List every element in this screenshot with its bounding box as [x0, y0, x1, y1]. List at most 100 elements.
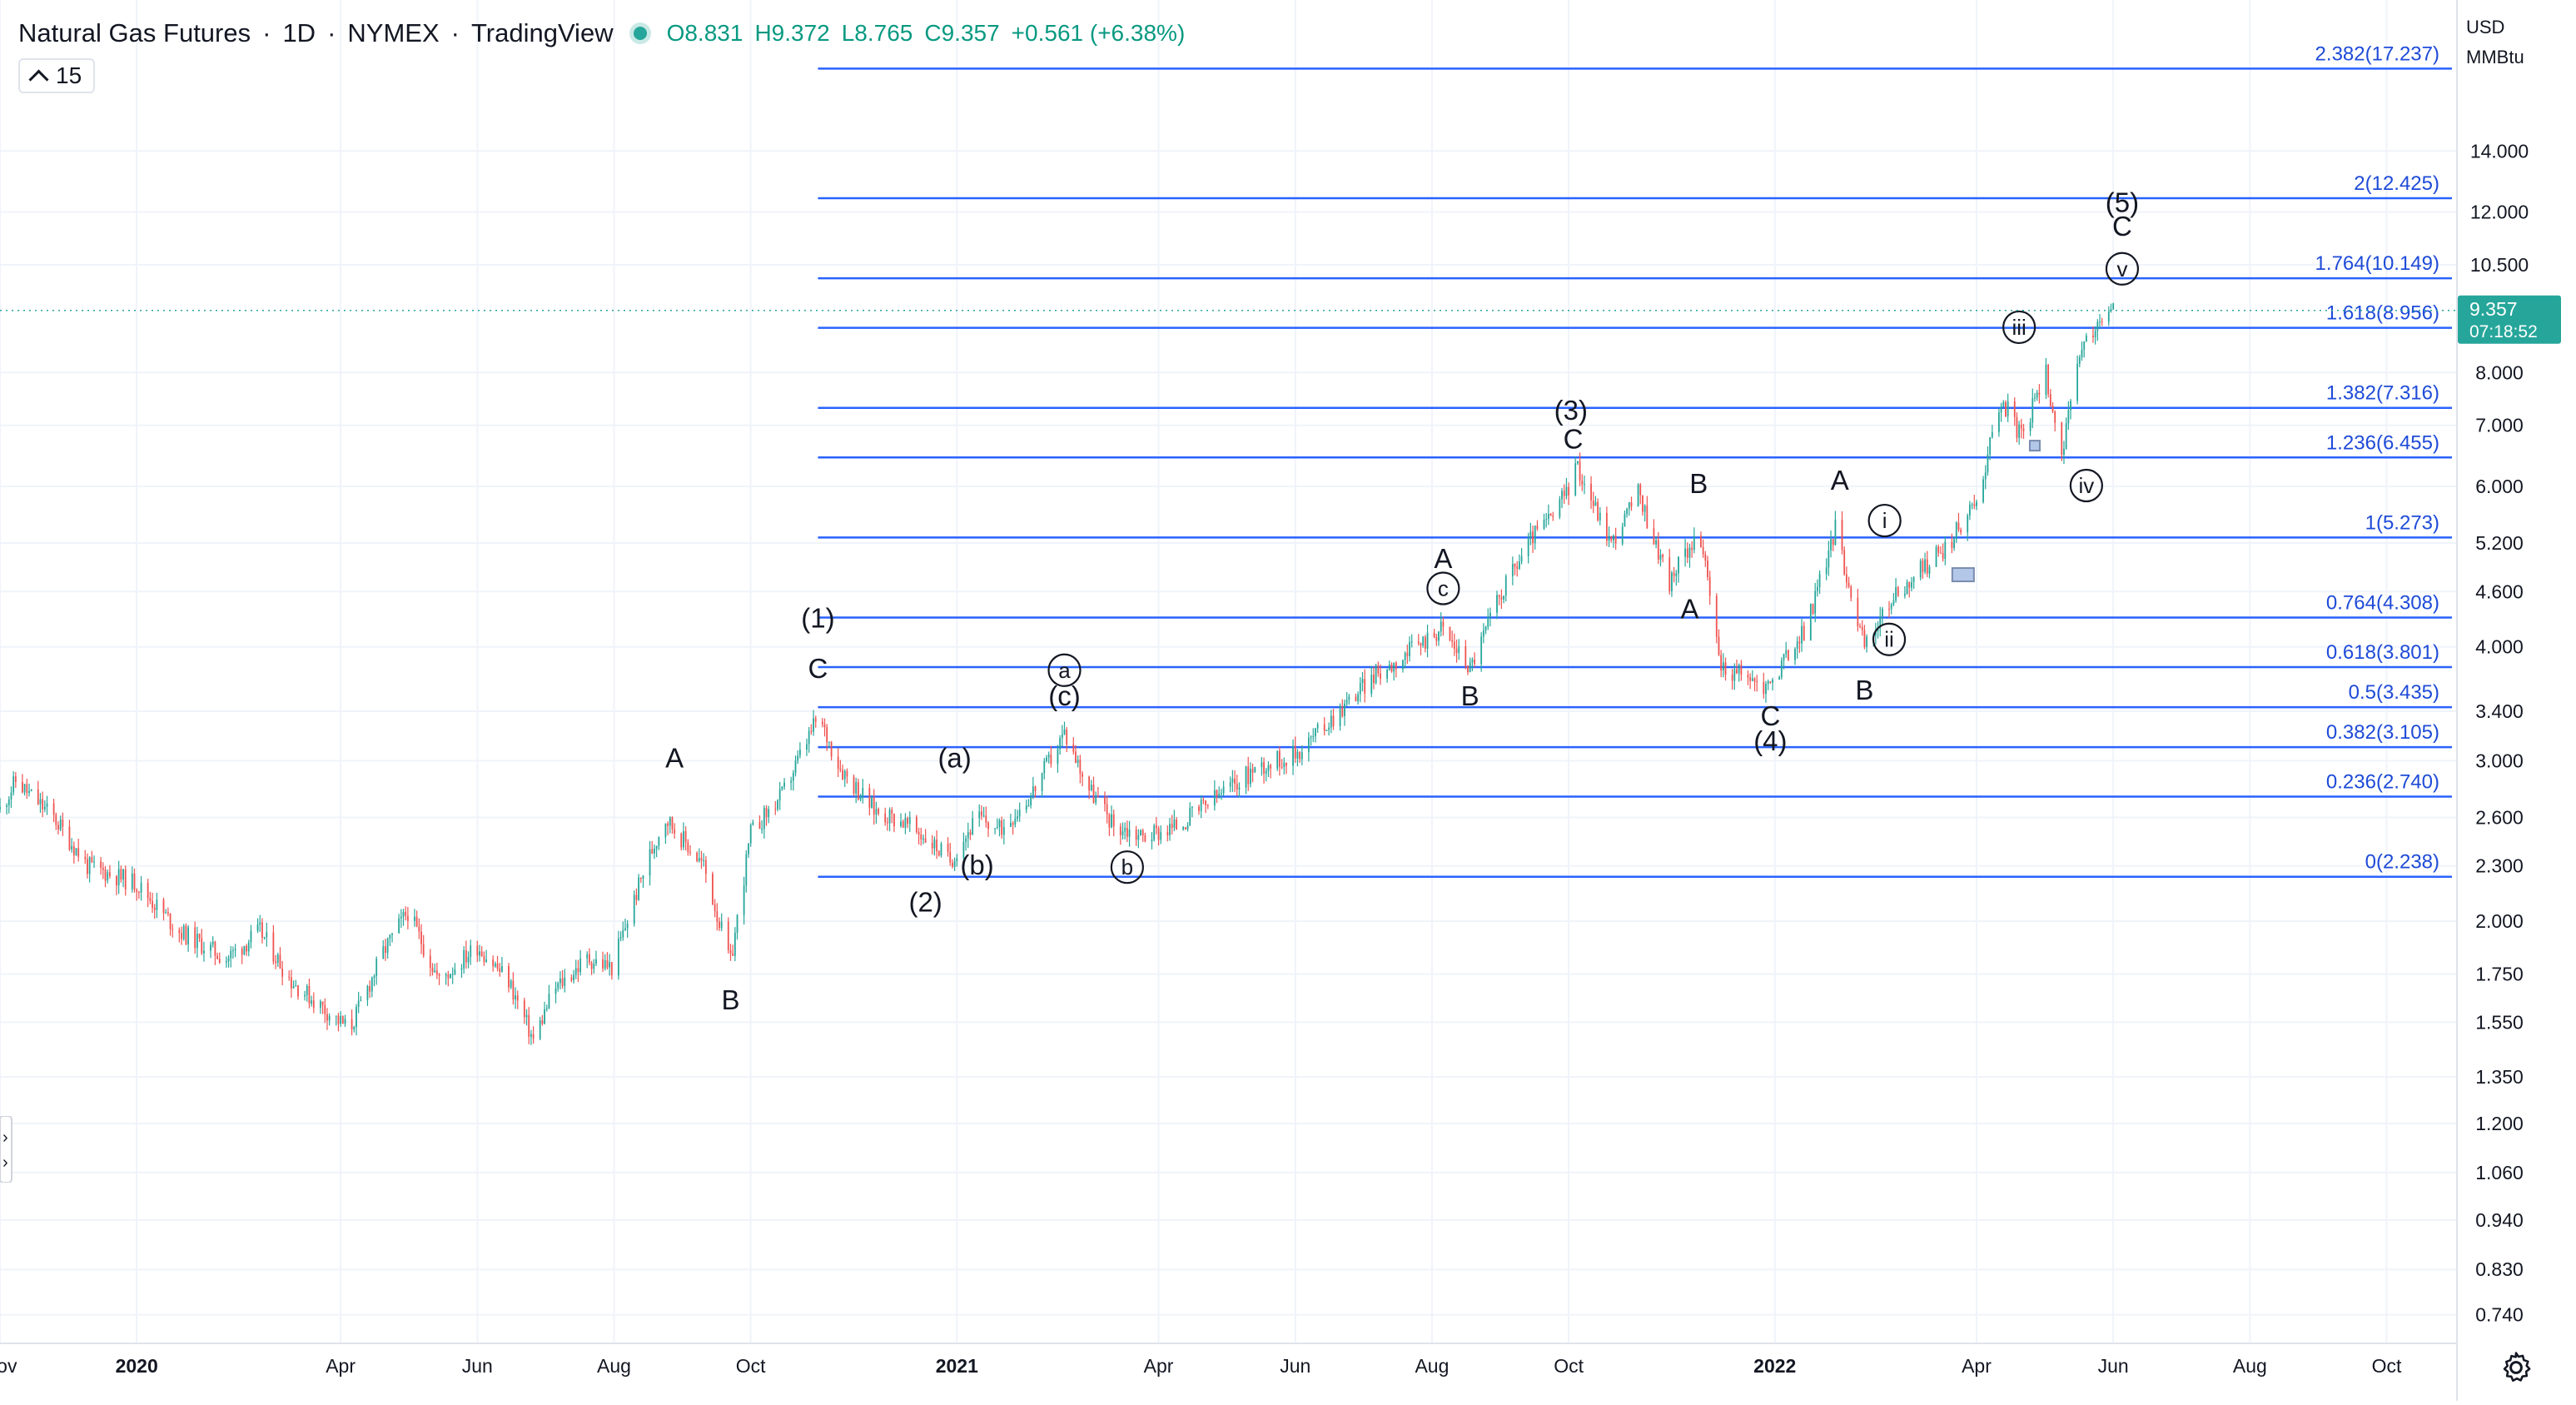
candle-body	[1032, 786, 1034, 796]
candle-body	[52, 803, 55, 815]
candle-body	[1218, 793, 1221, 797]
candle-body	[981, 811, 982, 816]
candle-body	[1919, 561, 1922, 578]
wave-circle	[2002, 310, 2036, 345]
candle-body	[1960, 529, 1962, 533]
candle-body	[1503, 595, 1504, 600]
candle-body	[357, 1000, 360, 1008]
candle-body	[1112, 814, 1115, 827]
fibonacci-extension: 2.382(17.237) 2(12.425) 1.764(10.149) 1.618…	[818, 42, 2452, 878]
candle-body	[698, 858, 700, 862]
candle-body	[635, 894, 638, 900]
candle-body	[1111, 814, 1112, 828]
candle-body	[360, 999, 362, 1001]
candle-body	[216, 955, 218, 959]
candle-body	[837, 756, 839, 770]
candle-body	[1010, 823, 1012, 827]
market-status-icon[interactable]	[633, 27, 647, 40]
candle-body	[1332, 715, 1335, 727]
candle-body	[554, 988, 557, 994]
candle-body	[1077, 760, 1079, 763]
interval-label: 1D	[282, 18, 316, 47]
candle-body	[211, 941, 214, 945]
candle-body	[638, 877, 640, 900]
candle-body	[1373, 675, 1375, 684]
candle-body	[1001, 820, 1003, 835]
candle-body	[1205, 800, 1206, 805]
candle-body	[704, 859, 707, 874]
candle-body	[588, 954, 590, 964]
candle-body	[907, 818, 909, 825]
candle-body	[2096, 321, 2099, 331]
time-tick-label: 2022	[1753, 1355, 1796, 1377]
candle-body	[1176, 819, 1177, 830]
wave-circle	[1872, 622, 1907, 656]
candle-body	[1897, 586, 1899, 596]
candle-body	[39, 799, 42, 805]
unit-label[interactable]: MMBtu	[2466, 47, 2524, 67]
indicator-collapse-button[interactable]: 15	[18, 58, 96, 93]
candle-body	[272, 932, 275, 962]
candle-body	[389, 934, 391, 939]
wave-label: (b)	[960, 849, 993, 880]
candle-body	[2078, 356, 2081, 364]
fib-level-label: 0.382(3.105)	[2326, 721, 2439, 744]
candle-body	[1061, 734, 1063, 739]
candle-body	[1388, 664, 1390, 670]
time-tick-label: Apr	[1962, 1355, 1992, 1377]
candle-body	[2029, 422, 2031, 431]
wave-label: c	[1438, 575, 1449, 600]
candle-body	[122, 869, 124, 880]
candle-body	[1720, 655, 1723, 671]
candle-body	[1119, 826, 1121, 835]
candle-body	[810, 730, 813, 732]
wave-circle	[1867, 503, 1902, 538]
candle-body	[853, 776, 855, 794]
price-tick-label: 1.750	[2475, 964, 2524, 985]
candle-body	[814, 718, 817, 722]
candle-body	[340, 1016, 342, 1024]
candle-body	[429, 955, 431, 968]
candle-body	[1469, 662, 1471, 673]
symbol-title[interactable]: Natural Gas Futures	[18, 18, 251, 47]
candle-body	[539, 1020, 541, 1039]
candle-body	[1222, 786, 1225, 794]
candle-body	[1668, 557, 1671, 591]
candle-body	[884, 813, 887, 823]
candle-body	[902, 821, 904, 828]
price-tick-label: 1.200	[2475, 1113, 2524, 1134]
price-tick-label: 2.600	[2475, 806, 2524, 828]
candle-body	[1812, 604, 1814, 614]
price-tick-label: 6.000	[2475, 476, 2524, 497]
candle-body	[1184, 827, 1186, 830]
candle-body	[344, 1019, 346, 1024]
candle-body	[839, 769, 842, 770]
candle-body	[1206, 805, 1209, 806]
time-scale-divider	[0, 1343, 2456, 1344]
currency-label[interactable]: USD	[2466, 17, 2505, 37]
candle-body	[304, 994, 306, 997]
candle-body	[1106, 804, 1108, 815]
candle-body	[799, 750, 801, 756]
fib-level-label: 1.764(10.149)	[2315, 252, 2439, 275]
candle-body	[2063, 448, 2065, 455]
candle-body	[564, 977, 566, 986]
candle-body	[2070, 401, 2071, 411]
chevron-up-icon	[28, 68, 49, 90]
fib-level-label: 1.382(7.316)	[2326, 382, 2439, 405]
left-drag-handle[interactable]: › ›	[0, 1116, 15, 1183]
candle-body	[610, 962, 613, 976]
candle-body	[1722, 662, 1724, 671]
candle-body	[418, 926, 420, 932]
candle-body	[1254, 767, 1256, 773]
candle-body	[10, 792, 12, 800]
time-tick-label: 2020	[116, 1355, 158, 1377]
gear-icon[interactable]	[2498, 1349, 2534, 1386]
candle-body	[595, 959, 597, 964]
candle-body	[763, 808, 765, 830]
candle-body	[1534, 526, 1536, 544]
open-value: O8.831	[666, 20, 743, 46]
candle-body	[1702, 547, 1704, 555]
